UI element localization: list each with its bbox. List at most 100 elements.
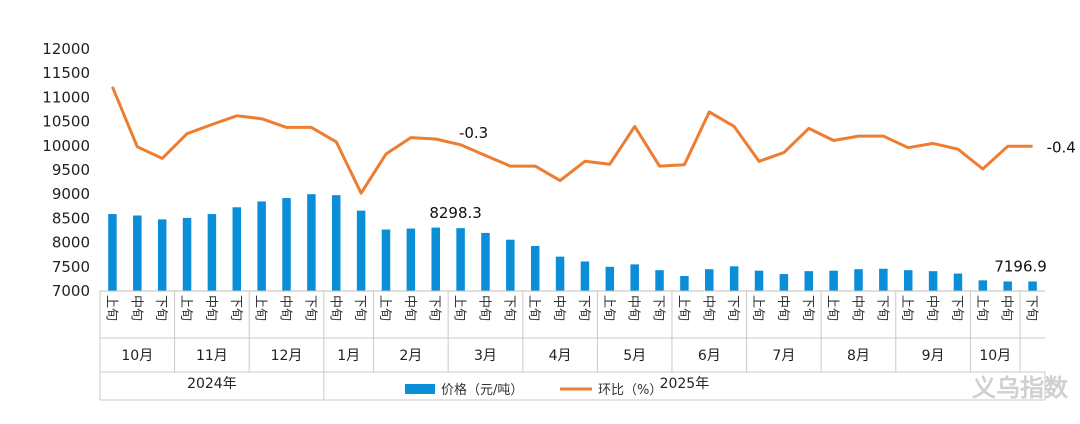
legend: 价格（元/吨） 环比（%） <box>405 382 662 398</box>
x-category-label: 中旬 <box>476 295 491 321</box>
y-tick-label: 11500 <box>42 64 90 82</box>
bar <box>530 245 540 291</box>
bar <box>953 273 963 291</box>
bar <box>829 270 838 291</box>
bar <box>1003 281 1012 291</box>
x-axis: 上旬 中旬 下旬 上旬 中旬 下旬 上旬 中旬 下旬 中旬 下旬 上旬 中旬 下旬 上旬 中旬 下旬 上旬 中旬 下旬… <box>99 290 1046 401</box>
bar <box>108 214 117 291</box>
bar <box>406 228 416 291</box>
x-month-label: 1月 <box>337 348 360 364</box>
bar <box>655 270 664 291</box>
x-month-label: 12月 <box>271 348 303 364</box>
x-category-label: 下旬 <box>1024 295 1039 321</box>
x-month-label: 2月 <box>399 348 422 364</box>
line-series <box>111 86 1033 195</box>
x-category-label: 中旬 <box>327 295 342 321</box>
y-tick-label: 9000 <box>52 185 90 203</box>
y-tick-label: 12000 <box>42 40 90 58</box>
bar <box>257 201 266 291</box>
bar <box>456 228 465 291</box>
x-category-label: 上旬 <box>974 295 989 321</box>
x-category-label: 下旬 <box>949 295 964 321</box>
bar <box>680 275 689 291</box>
x-category-label: 中旬 <box>849 295 864 321</box>
data-label: -0.3 <box>459 124 488 142</box>
y-tick-label: 7000 <box>52 282 90 300</box>
bar <box>928 271 938 291</box>
bar <box>1028 281 1037 291</box>
x-category-label: 上旬 <box>601 295 616 321</box>
x-category-label: 中旬 <box>700 295 715 321</box>
bar <box>381 229 391 291</box>
bar <box>879 268 888 291</box>
legend-swatch-bar <box>405 384 435 394</box>
x-category-label: 上旬 <box>377 295 392 321</box>
x-category-label: 下旬 <box>725 295 740 321</box>
x-category-label: 上旬 <box>526 295 541 321</box>
bar <box>282 198 291 291</box>
bar <box>356 210 366 291</box>
x-year-label: 2024年 <box>187 376 237 392</box>
x-month-label: 10月 <box>979 348 1011 364</box>
bar <box>431 227 440 291</box>
x-category-label: 上旬 <box>675 295 690 321</box>
bar-series <box>108 194 1037 291</box>
bar <box>729 266 739 291</box>
bar <box>182 217 192 291</box>
watermark: 义乌指数 <box>972 374 1069 402</box>
data-label: -0.4 <box>1047 138 1076 156</box>
x-category-label: 中旬 <box>203 295 218 321</box>
y-tick-label: 7500 <box>52 258 90 276</box>
x-category-label: 上旬 <box>452 295 467 321</box>
x-category-label: 下旬 <box>228 295 243 321</box>
bar <box>133 215 142 291</box>
x-category-label: 上旬 <box>103 295 118 321</box>
x-category-label: 中旬 <box>924 295 939 321</box>
x-year-label: 2025年 <box>660 376 710 392</box>
x-category-label: 下旬 <box>302 295 317 321</box>
y-tick-label: 11000 <box>42 88 90 106</box>
y-tick-label: 10500 <box>42 113 90 131</box>
bar <box>605 266 615 291</box>
x-category-label: 下旬 <box>576 295 591 321</box>
bar <box>506 239 515 291</box>
x-month-label: 4月 <box>549 348 572 364</box>
x-category-label: 中旬 <box>626 295 641 321</box>
x-category-label: 下旬 <box>874 295 889 321</box>
x-month-label: 10月 <box>121 348 153 364</box>
x-month-label: 6月 <box>698 348 721 364</box>
x-category-label: 中旬 <box>775 295 790 321</box>
x-category-label: 中旬 <box>278 295 293 321</box>
x-category-label: 下旬 <box>352 295 367 321</box>
x-category-label: 上旬 <box>825 295 840 321</box>
line-series-path <box>111 86 1033 195</box>
legend-label: 价格（元/吨） <box>441 382 523 398</box>
y-tick-label: 8500 <box>52 209 90 227</box>
x-category-label: 中旬 <box>551 295 566 321</box>
x-category-label: 下旬 <box>651 295 666 321</box>
x-category-label: 上旬 <box>899 295 914 321</box>
bar <box>804 271 813 291</box>
x-category-label: 下旬 <box>800 295 815 321</box>
bar <box>207 214 217 291</box>
y-axis: 12000 11500 11000 10500 10000 9500 9000 8500 800… <box>42 40 90 300</box>
bar <box>854 269 863 291</box>
x-month-label: 9月 <box>922 348 945 364</box>
x-category-label: 上旬 <box>750 295 765 321</box>
data-label: 7196.9 <box>994 257 1047 275</box>
bar <box>481 232 490 291</box>
x-category-label: 中旬 <box>999 295 1014 321</box>
x-month-label: 8月 <box>847 348 870 364</box>
x-month-label: 5月 <box>623 348 646 364</box>
x-month-label: 11月 <box>196 348 228 364</box>
x-category-label: 中旬 <box>128 295 143 321</box>
x-category-label: 中旬 <box>402 295 417 321</box>
x-month-label: 3月 <box>474 348 497 364</box>
bar <box>779 274 789 291</box>
bar <box>978 280 988 291</box>
x-category-label: 下旬 <box>427 295 442 321</box>
bar <box>307 194 316 291</box>
x-month-label: 7月 <box>772 348 795 364</box>
